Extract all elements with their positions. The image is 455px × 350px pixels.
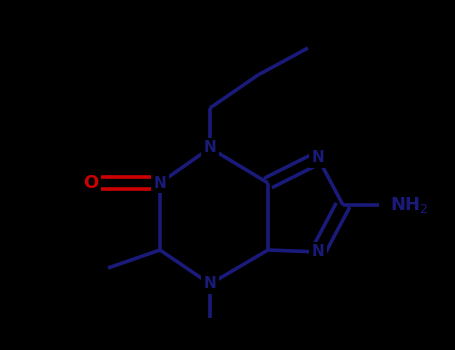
Text: N: N [204,276,217,292]
Text: O: O [83,174,98,192]
Text: N: N [204,140,217,155]
Text: N: N [312,245,324,259]
Text: NH$_2$: NH$_2$ [390,195,429,215]
Text: N: N [154,175,167,190]
Text: N: N [312,150,324,166]
